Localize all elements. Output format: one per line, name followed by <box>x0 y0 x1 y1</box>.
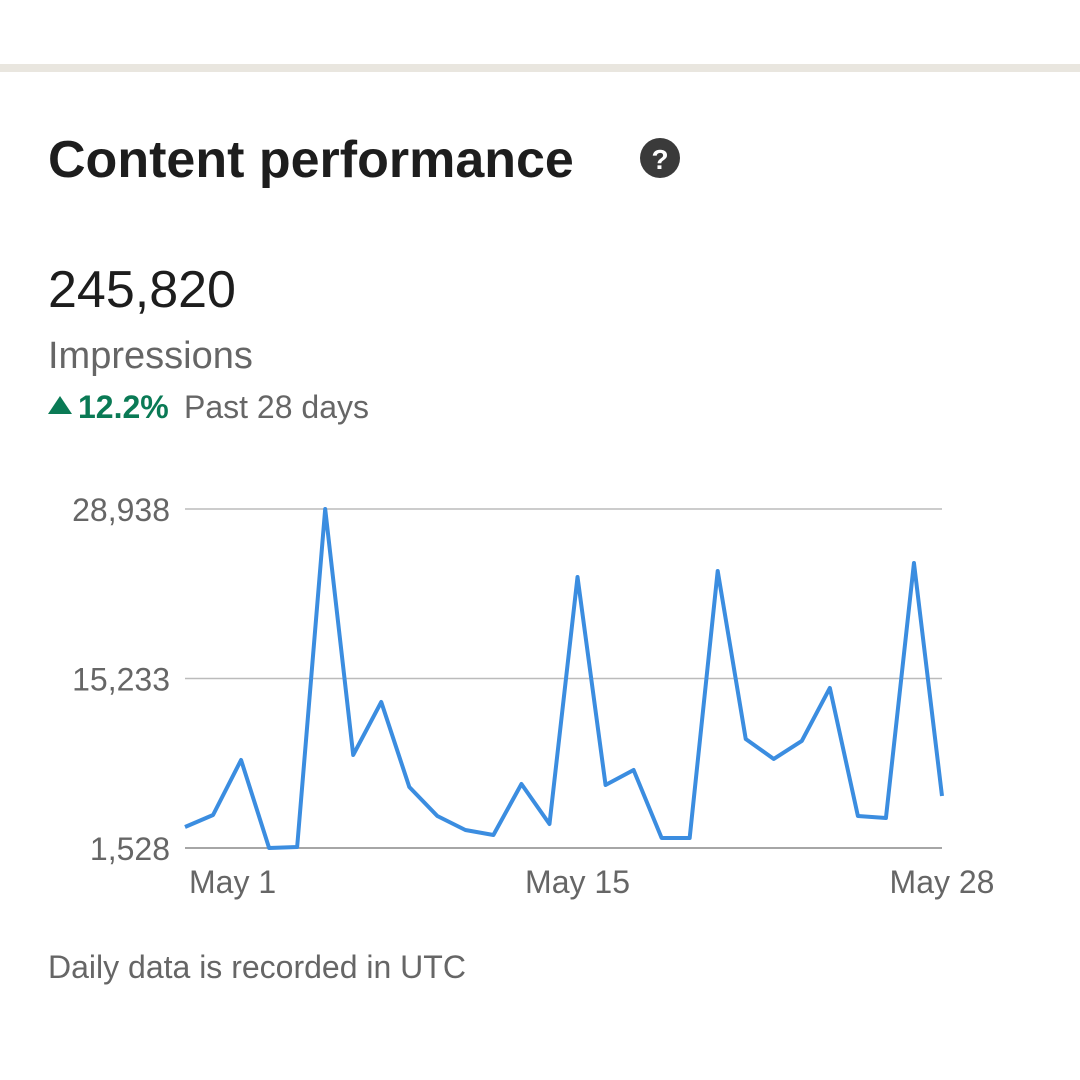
y-tick-label: 1,528 <box>90 831 170 867</box>
total: 245,820 <box>48 261 236 319</box>
x-tick-label: May 15 <box>525 864 630 900</box>
y-tick-label: 15,233 <box>72 662 170 698</box>
footer-note: Daily data is recorded in UTC <box>48 949 466 985</box>
metric: Impressions <box>48 335 253 377</box>
period: Past 28 days <box>184 389 369 425</box>
x-tick-label: May 1 <box>189 864 276 900</box>
line <box>184 507 944 850</box>
top-divider <box>0 64 1080 72</box>
help-icon-glyph[interactable]: ? <box>651 144 668 175</box>
change: 12.2% <box>78 389 169 425</box>
up-arrow <box>48 396 72 414</box>
help-icon[interactable] <box>640 138 680 178</box>
x-tick-label: May 28 <box>890 864 995 900</box>
y-tick-label: 28,938 <box>72 492 170 528</box>
title: Content performance <box>48 131 574 189</box>
